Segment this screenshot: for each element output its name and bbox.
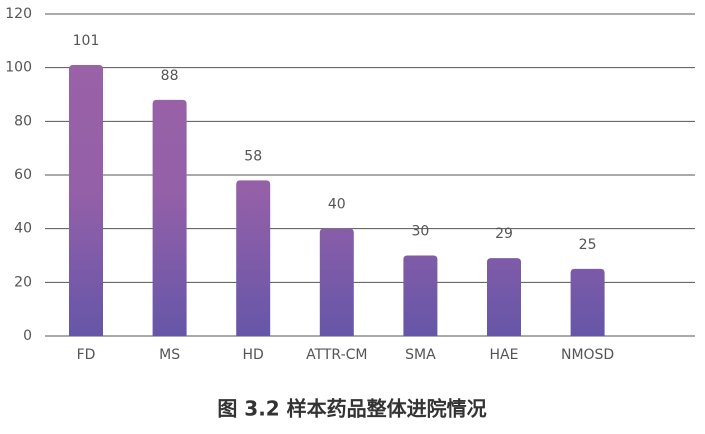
value-label: 25 — [579, 237, 597, 253]
x-tick-label: ATTR-CM — [306, 347, 367, 363]
bar — [403, 255, 438, 336]
y-tick-label: 60 — [14, 167, 32, 183]
value-label: 40 — [328, 197, 346, 213]
x-tick-label: MS — [159, 347, 180, 363]
y-tick-label: 0 — [23, 328, 32, 344]
y-tick-label: 40 — [14, 221, 32, 237]
x-tick-label: HAE — [490, 347, 519, 363]
y-tick-label: 20 — [14, 274, 32, 290]
y-tick-label: 100 — [5, 60, 32, 76]
value-label: 101 — [73, 33, 100, 49]
y-tick-label: 120 — [5, 6, 32, 22]
value-label: 29 — [495, 226, 513, 242]
y-tick-label: 80 — [14, 113, 32, 129]
bar — [319, 228, 354, 336]
bar — [570, 268, 605, 336]
value-label: 30 — [411, 224, 429, 240]
bar — [487, 258, 521, 336]
x-tick-label: HD — [243, 347, 264, 363]
bar — [152, 99, 187, 336]
bar — [236, 180, 271, 336]
x-tick-label: NMOSD — [561, 347, 614, 363]
bar — [69, 64, 103, 336]
x-tick-label: SMA — [405, 347, 436, 363]
value-label: 58 — [244, 148, 262, 164]
chart-title: 图 3.2 样本药品整体进院情况 — [217, 397, 486, 421]
value-label: 88 — [161, 68, 179, 84]
x-tick-label: FD — [77, 347, 96, 363]
